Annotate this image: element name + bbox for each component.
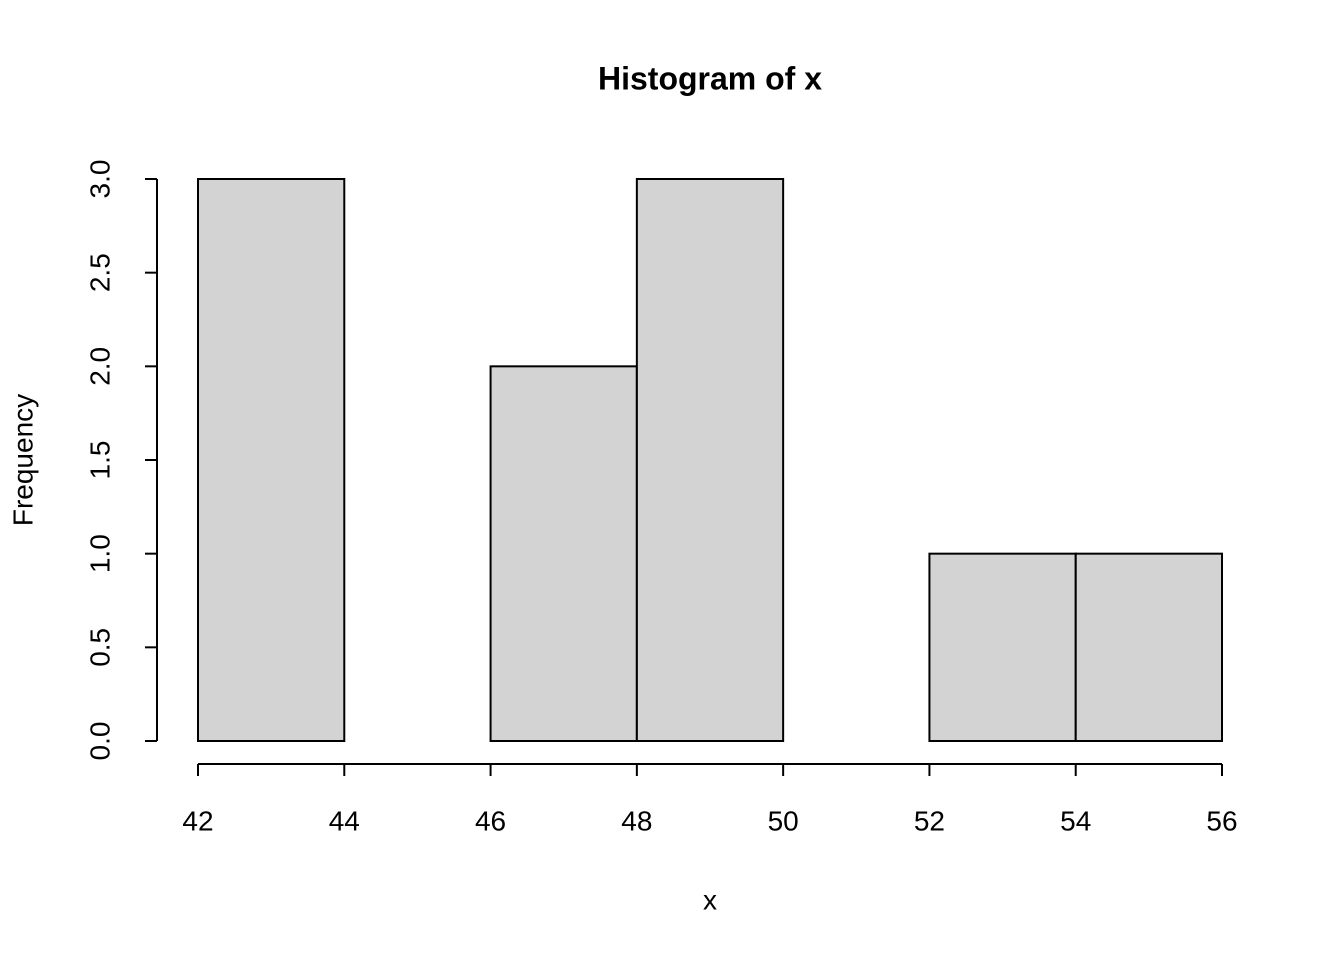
chart-title: Histogram of x [598,60,822,96]
y-axis-label: Frequency [7,394,38,526]
y-tick-label: 1.0 [84,534,115,573]
bar [928,552,1077,743]
bar [489,365,638,742]
y-tick-label: 0.0 [84,722,115,761]
bar [197,178,346,742]
x-tick-label: 52 [914,805,945,836]
y-tick-label: 3.0 [84,160,115,199]
x-tick-label: 44 [329,805,360,836]
y-tick-label: 2.5 [84,253,115,292]
y-tick-label: 1.5 [84,441,115,480]
x-tick-label: 56 [1206,805,1237,836]
bar [635,178,785,742]
x-tick-label: 54 [1060,805,1091,836]
x-tick-label: 42 [182,805,213,836]
bar [1074,552,1223,743]
x-tick-label: 48 [621,805,652,836]
x-axis-label: x [703,884,717,915]
x-tick-label: 50 [768,805,799,836]
y-tick-label: 0.5 [84,628,115,667]
y-tick-label: 2.0 [84,347,115,386]
x-tick-label: 46 [475,805,506,836]
